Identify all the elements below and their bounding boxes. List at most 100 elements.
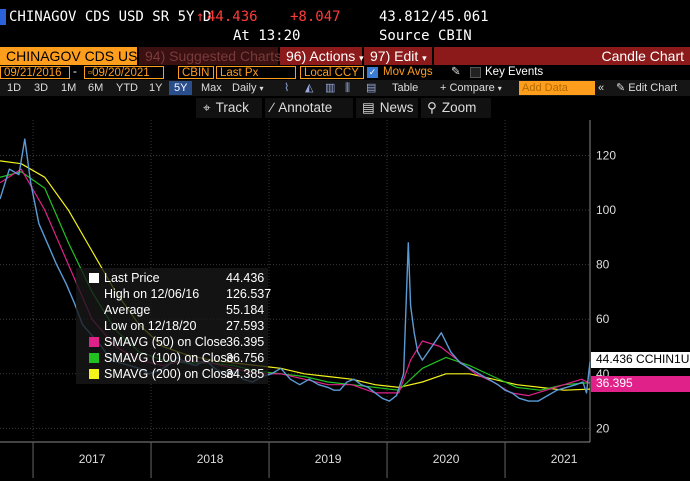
x-tick-label: 2018	[197, 452, 224, 466]
series-line-smavg-200	[0, 160, 591, 391]
y-tick-label: 20	[596, 421, 610, 435]
legend-value: 36.756	[226, 351, 265, 365]
period-value: Daily	[232, 82, 257, 94]
legend-value: 27.593	[226, 319, 265, 333]
edit-label: 97) Edit	[370, 48, 419, 64]
legend-swatch	[89, 273, 99, 283]
legend-value: 55.184	[226, 303, 265, 317]
legend-label: Average	[104, 303, 151, 317]
legend-label: High on 12/06/16	[104, 287, 200, 301]
mov-avgs-label[interactable]: Mov Avgs	[383, 66, 433, 78]
end-date-value: 09/20/2021	[92, 67, 150, 79]
range-3d[interactable]: 3D	[34, 82, 49, 94]
range-1d[interactable]: 1D	[7, 82, 22, 94]
source-field[interactable]: CBIN	[178, 66, 214, 79]
collapse-icon[interactable]: «	[598, 82, 605, 94]
time-label: At 13:20	[233, 28, 301, 44]
table-button[interactable]: Table	[392, 82, 419, 94]
legend-swatch	[89, 353, 99, 363]
mov-avgs-checkbox[interactable]: ✓	[367, 67, 378, 78]
security-title[interactable]: CHINAGOV CDS USD SR 5Y D	[9, 9, 212, 25]
range-1m[interactable]: 1M	[61, 82, 77, 94]
currency-field[interactable]: Local CCY	[300, 66, 364, 79]
chevron-down-icon: ▾	[259, 84, 264, 93]
legend-value: 44.436	[226, 271, 265, 285]
last-price: 44.436	[207, 9, 258, 25]
x-tick-label: 2017	[79, 452, 106, 466]
annotate-icon: ∕	[271, 100, 274, 115]
y-tick-label: 100	[596, 203, 616, 217]
candle-chart-title[interactable]: Candle Chart	[434, 47, 690, 65]
mountain-chart-icon[interactable]: ◭	[305, 82, 314, 94]
price-field[interactable]: Last Px	[216, 66, 296, 79]
key-events-checkbox[interactable]	[470, 67, 481, 78]
period-select[interactable]: Daily ▾	[232, 81, 264, 95]
chevron-down-icon: ▾	[422, 53, 427, 63]
source-label: Source CBIN	[379, 28, 472, 44]
edit-chart-label: Edit Chart	[628, 82, 678, 94]
zoom-button[interactable]: ⚲ Zoom	[421, 98, 491, 118]
price-change: +8.047	[290, 9, 341, 25]
x-tick-label: 2019	[315, 452, 342, 466]
pencil-icon[interactable]: ✎	[451, 66, 461, 78]
legend-label: SMAVG (200) on Close	[104, 367, 234, 381]
edit-menu[interactable]: 97) Edit ▾	[364, 47, 432, 65]
y-tick-label: 60	[596, 312, 610, 326]
legend-label: Low on 12/18/20	[104, 319, 197, 333]
range-max[interactable]: Max	[201, 82, 222, 94]
end-date-field[interactable]: ▫09/20/2021	[84, 66, 164, 79]
line-chart-icon[interactable]: ⌇	[284, 82, 290, 94]
compare-button[interactable]: + Compare ▾	[440, 81, 502, 95]
sma50-price-tag: 36.395	[591, 376, 690, 392]
range-5y[interactable]: 5Y	[169, 81, 193, 95]
range-6m[interactable]: 6M	[88, 82, 104, 94]
range-ytd[interactable]: YTD	[116, 82, 138, 94]
key-events-label[interactable]: Key Events	[485, 66, 544, 78]
legend-value: 34.385	[226, 367, 265, 381]
calendar-icon: ▫	[88, 67, 93, 79]
news-button[interactable]: ▤ News	[356, 98, 418, 118]
legend-swatch	[89, 369, 99, 379]
annotate-label: Annotate	[278, 100, 333, 115]
track-button[interactable]: ⌖ Track	[196, 98, 262, 118]
magnifier-icon: ⚲	[427, 100, 437, 115]
news-label: News	[379, 100, 414, 115]
range-1y[interactable]: 1Y	[149, 82, 163, 94]
y-tick-label: 120	[596, 148, 616, 162]
zoom-label: Zoom	[441, 100, 477, 115]
legend-swatch	[89, 337, 99, 347]
bar-chart-icon[interactable]: ▥	[325, 82, 336, 94]
edit-chart-button[interactable]: ✎ Edit Chart	[616, 81, 677, 95]
up-arrow-icon: ↑	[196, 9, 205, 25]
security-header: CHINAGOV CDS USD SR 5Y D ↑ 44.436 +8.047…	[0, 0, 690, 46]
actions-menu[interactable]: 96) Actions ▾	[280, 47, 364, 65]
settings-bar: 09/21/2016 - ▫09/20/2021 CBIN Last Px Lo…	[0, 65, 690, 80]
legend-label: SMAVG (100) on Close	[104, 351, 234, 365]
range-bar: 1D 3D 1M 6M YTD 1Y 5Y Max Daily ▾ ⌇ ◭ ▥ …	[0, 80, 690, 96]
y-tick-label: 80	[596, 258, 610, 272]
x-tick-label: 2020	[433, 452, 460, 466]
suggested-charts-button[interactable]: 94) Suggested Charts	[139, 47, 281, 65]
crosshair-icon: ⌖	[203, 100, 211, 115]
add-data-input[interactable]: Add Data	[519, 81, 595, 95]
date-separator: -	[73, 66, 77, 78]
pencil-icon: ✎	[616, 82, 626, 94]
x-axis: 2017 2018 2019 2020 2021	[79, 452, 578, 466]
menu-bar: CHINAGOV CDS USD 94) Suggested Charts 96…	[0, 47, 690, 65]
legend-label: SMAVG (50) on Close	[104, 335, 227, 349]
chart-grid	[0, 120, 591, 478]
start-date-field[interactable]: 09/21/2016	[0, 66, 70, 79]
security-field[interactable]: CHINAGOV CDS USD	[0, 47, 148, 65]
tool-bar: ⌖ Track ∕ Annotate ▤ News ⚲ Zoom	[0, 96, 690, 120]
security-marker	[0, 9, 6, 25]
news-icon: ▤	[362, 100, 375, 115]
bid-ask: 43.812/45.061	[379, 9, 489, 25]
x-tick-label: 2021	[551, 452, 578, 466]
track-label: Track	[215, 100, 249, 115]
annotate-button[interactable]: ∕ Annotate	[265, 98, 353, 118]
legend-value: 36.395	[226, 335, 265, 349]
custom-chart-icon[interactable]: ▤	[366, 82, 377, 94]
compare-label: + Compare	[440, 82, 495, 94]
candle-chart-icon[interactable]: ⫼	[345, 82, 351, 94]
